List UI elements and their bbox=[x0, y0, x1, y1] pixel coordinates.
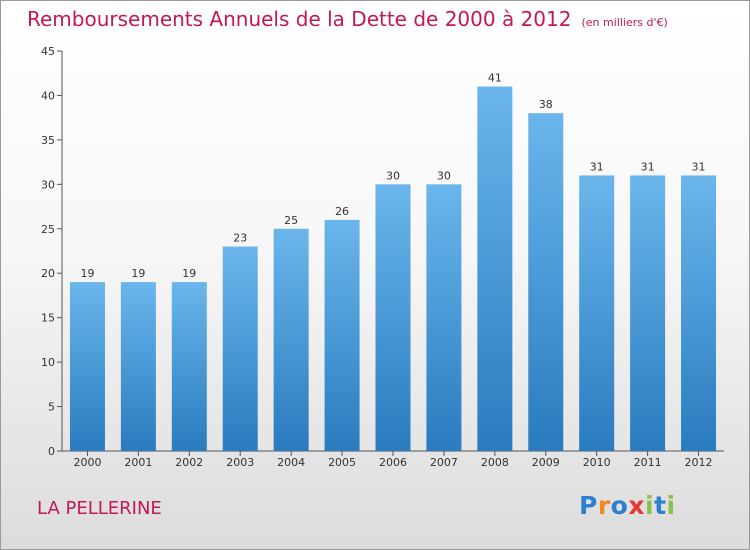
bar-value-label: 38 bbox=[539, 98, 553, 111]
bar bbox=[528, 113, 564, 451]
x-tick-label: 2009 bbox=[532, 456, 560, 469]
bar-value-label: 19 bbox=[131, 267, 145, 280]
chart-subtitle: (en milliers d'€) bbox=[581, 16, 668, 29]
bar-value-label: 31 bbox=[590, 160, 604, 173]
y-tick-label: 10 bbox=[41, 356, 55, 369]
bar-value-label: 30 bbox=[437, 169, 451, 182]
bar bbox=[69, 282, 105, 451]
bar bbox=[171, 282, 207, 451]
x-tick-label: 2002 bbox=[175, 456, 203, 469]
bar bbox=[630, 175, 666, 451]
y-tick-label: 15 bbox=[41, 312, 55, 325]
bar bbox=[477, 86, 513, 452]
bar-value-label: 25 bbox=[284, 214, 298, 227]
logo-letter: r bbox=[597, 491, 611, 520]
bar-value-label: 31 bbox=[641, 160, 655, 173]
x-tick-label: 2007 bbox=[430, 456, 458, 469]
y-tick-label: 25 bbox=[41, 223, 55, 236]
x-tick-label: 2010 bbox=[583, 456, 611, 469]
y-tick-label: 40 bbox=[41, 89, 55, 102]
y-tick-label: 30 bbox=[41, 178, 55, 191]
bar bbox=[324, 219, 360, 451]
x-tick-label: 2011 bbox=[634, 456, 662, 469]
x-tick-label: 2006 bbox=[379, 456, 407, 469]
x-tick-label: 2004 bbox=[277, 456, 305, 469]
x-tick-label: 2012 bbox=[685, 456, 713, 469]
logo-letter: P bbox=[579, 491, 598, 520]
bar bbox=[375, 184, 411, 452]
x-tick-label: 2000 bbox=[73, 456, 101, 469]
bar bbox=[681, 175, 717, 451]
x-tick-label: 2005 bbox=[328, 456, 356, 469]
bar-value-label: 19 bbox=[182, 267, 196, 280]
logo-letter: i bbox=[666, 491, 676, 520]
bar-value-label: 19 bbox=[80, 267, 94, 280]
proxiti-logo: Proxiti bbox=[579, 491, 676, 520]
x-tick-label: 2008 bbox=[481, 456, 509, 469]
bar bbox=[273, 228, 309, 451]
logo-letter: x bbox=[628, 491, 645, 520]
bar-value-label: 31 bbox=[692, 160, 706, 173]
x-tick-label: 2001 bbox=[124, 456, 152, 469]
bar bbox=[222, 246, 258, 451]
y-tick-label: 20 bbox=[41, 267, 55, 280]
bar-value-label: 26 bbox=[335, 205, 349, 218]
logo-letter: t bbox=[654, 491, 667, 520]
logo-letter: o bbox=[610, 491, 629, 520]
bar-value-label: 23 bbox=[233, 232, 247, 245]
bars: 19 19 19 23 25 26 30 30 41 38 31 31 31 bbox=[69, 72, 717, 452]
bar bbox=[579, 175, 615, 451]
y-tick-label: 5 bbox=[48, 401, 55, 414]
bar-value-label: 30 bbox=[386, 169, 400, 182]
chart-title: Remboursements Annuels de la Dette de 20… bbox=[27, 7, 572, 31]
x-tick-label: 2003 bbox=[226, 456, 254, 469]
y-tick-label: 35 bbox=[41, 134, 55, 147]
bar bbox=[120, 282, 156, 451]
title-row: Remboursements Annuels de la Dette de 20… bbox=[27, 7, 668, 31]
y-tick-label: 45 bbox=[41, 45, 55, 58]
axes: 0 5 10 15 20 25 30 35 40 45 2000 2001 2002 2003 2004 20… bbox=[41, 45, 724, 469]
commune-name: LA PELLERINE bbox=[37, 498, 162, 519]
logo-letter: i bbox=[645, 491, 655, 520]
bar-value-label: 41 bbox=[488, 72, 502, 85]
y-tick-label: 0 bbox=[48, 445, 55, 458]
bar bbox=[426, 184, 462, 452]
